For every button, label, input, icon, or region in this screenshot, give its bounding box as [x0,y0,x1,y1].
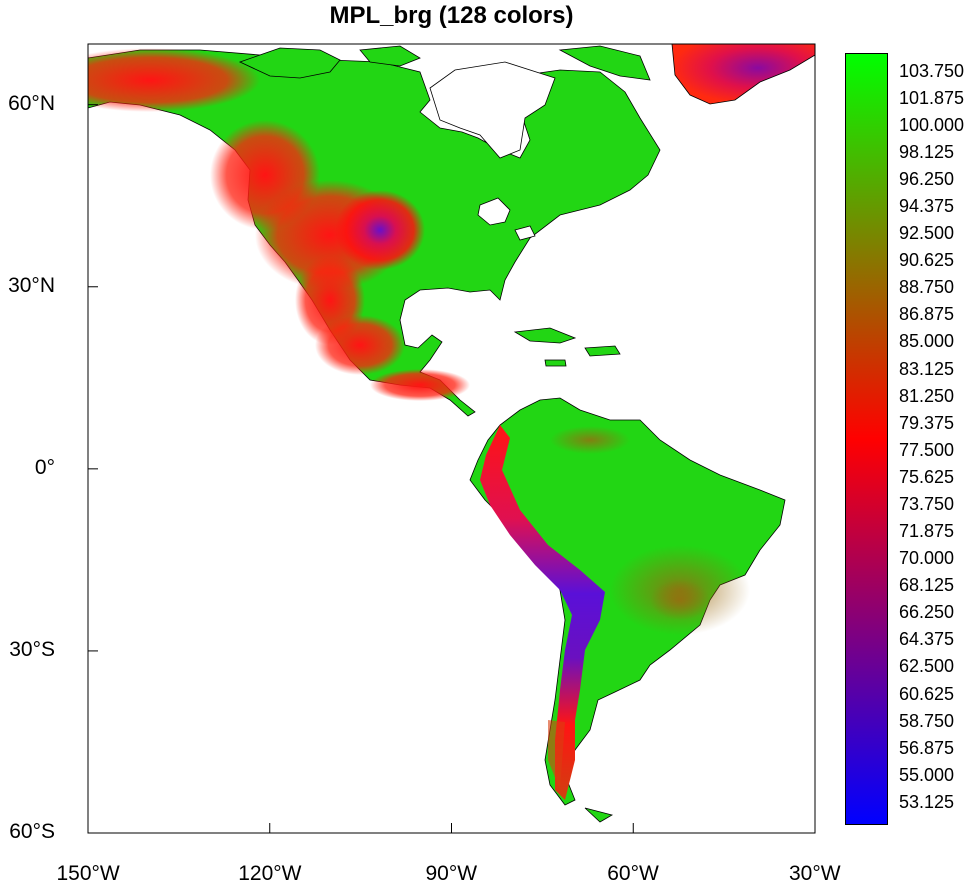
lon-label: 60°W [607,862,659,885]
colorbar-label: 60.625 [899,683,955,704]
colorbar-label: 77.500 [899,439,955,460]
lon-label: 30°W [789,862,841,885]
colorbar-label: 92.500 [899,223,955,244]
colorbar-label: 90.625 [899,250,955,271]
colorbar-label: 86.875 [899,304,955,325]
colorbar-label: 55.000 [899,764,955,785]
greenland-land [671,44,815,105]
colorbar-label: 66.250 [899,602,955,623]
colorbar-label: 75.625 [899,466,955,487]
hudson-bay [429,61,556,159]
colorbar-label: 68.125 [899,575,955,596]
colorbar-label: 81.250 [899,385,955,406]
lon-label: 90°W [425,862,478,885]
colorbar-label: 56.875 [899,737,955,758]
colorbar-label: 79.375 [899,412,955,433]
colorbar [845,53,888,825]
lon-label: 120°W [238,862,302,885]
caribbean-islands [513,327,577,344]
colorbar-label: 88.750 [899,277,955,298]
lat-label: 60°N [8,91,55,115]
colorbar-label: 70.000 [899,548,955,569]
lat-label: 30°S [9,637,55,661]
colorbar-label: 73.750 [899,493,955,514]
colorbar-label: 103.750 [899,60,965,81]
colorbar-label: 96.250 [899,168,955,189]
great-lakes [477,197,511,226]
colorbar-label: 83.125 [899,358,955,379]
colorbar-label: 58.750 [899,710,955,731]
colorbar-label: 64.375 [899,629,955,650]
colorbar-label: 85.000 [899,331,955,352]
lat-label: 30°N [8,273,55,297]
colorbar-label: 100.000 [899,114,965,135]
lat-label: 0° [34,455,55,479]
map-title: MPL_brg (128 colors) [329,2,574,29]
colorbar-label: 71.875 [899,521,955,542]
lat-label: 60°S [9,820,55,843]
colorbar-label: 62.500 [899,656,955,677]
arctic-islands [238,47,341,79]
lon-label: 150°W [56,862,120,885]
colorbar-label: 53.125 [899,791,955,812]
colorbar-label: 101.875 [899,87,965,108]
colorbar-label: 98.125 [899,141,955,162]
colorbar-label: 94.375 [899,195,955,216]
andes-ridge [480,425,605,800]
